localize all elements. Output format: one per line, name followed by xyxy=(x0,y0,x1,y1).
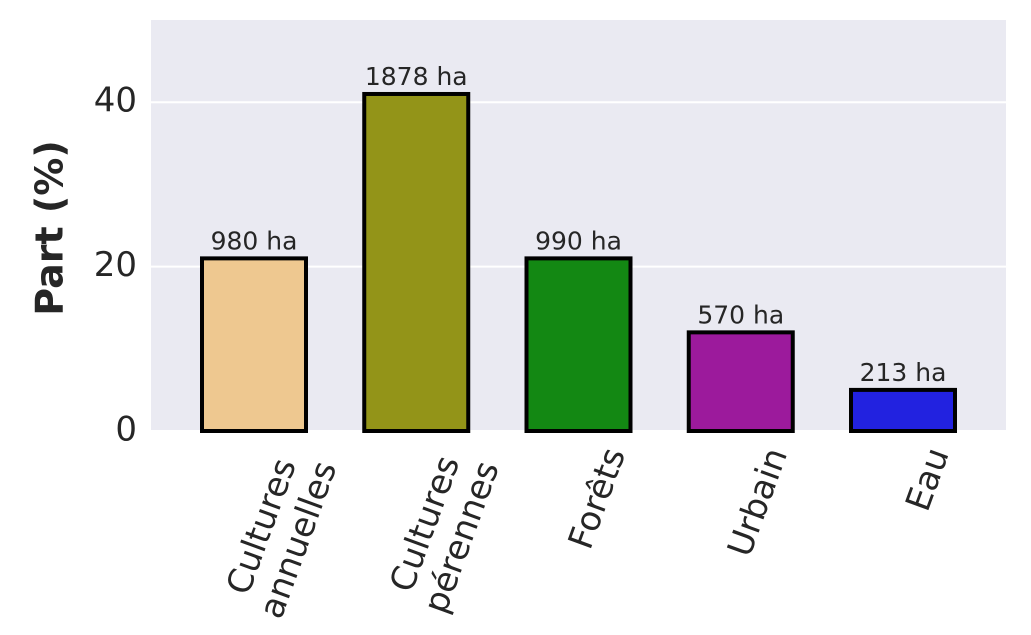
y-tick-label: 20 xyxy=(94,245,137,285)
y-tick-label: 0 xyxy=(115,410,137,450)
bar-annotation: 213 ha xyxy=(860,358,947,387)
bar xyxy=(362,91,471,433)
bar-annotation: 570 ha xyxy=(697,300,784,329)
y-axis-label: Part (%) xyxy=(28,140,72,315)
bar xyxy=(849,387,957,433)
bar-annotation: 990 ha xyxy=(535,226,622,255)
bar-annotation: 980 ha xyxy=(211,226,298,255)
bar xyxy=(200,256,308,433)
bar-annotation: 1878 ha xyxy=(365,62,468,91)
y-tick-label: 40 xyxy=(94,81,137,121)
bar xyxy=(524,256,633,433)
bar xyxy=(686,330,795,433)
